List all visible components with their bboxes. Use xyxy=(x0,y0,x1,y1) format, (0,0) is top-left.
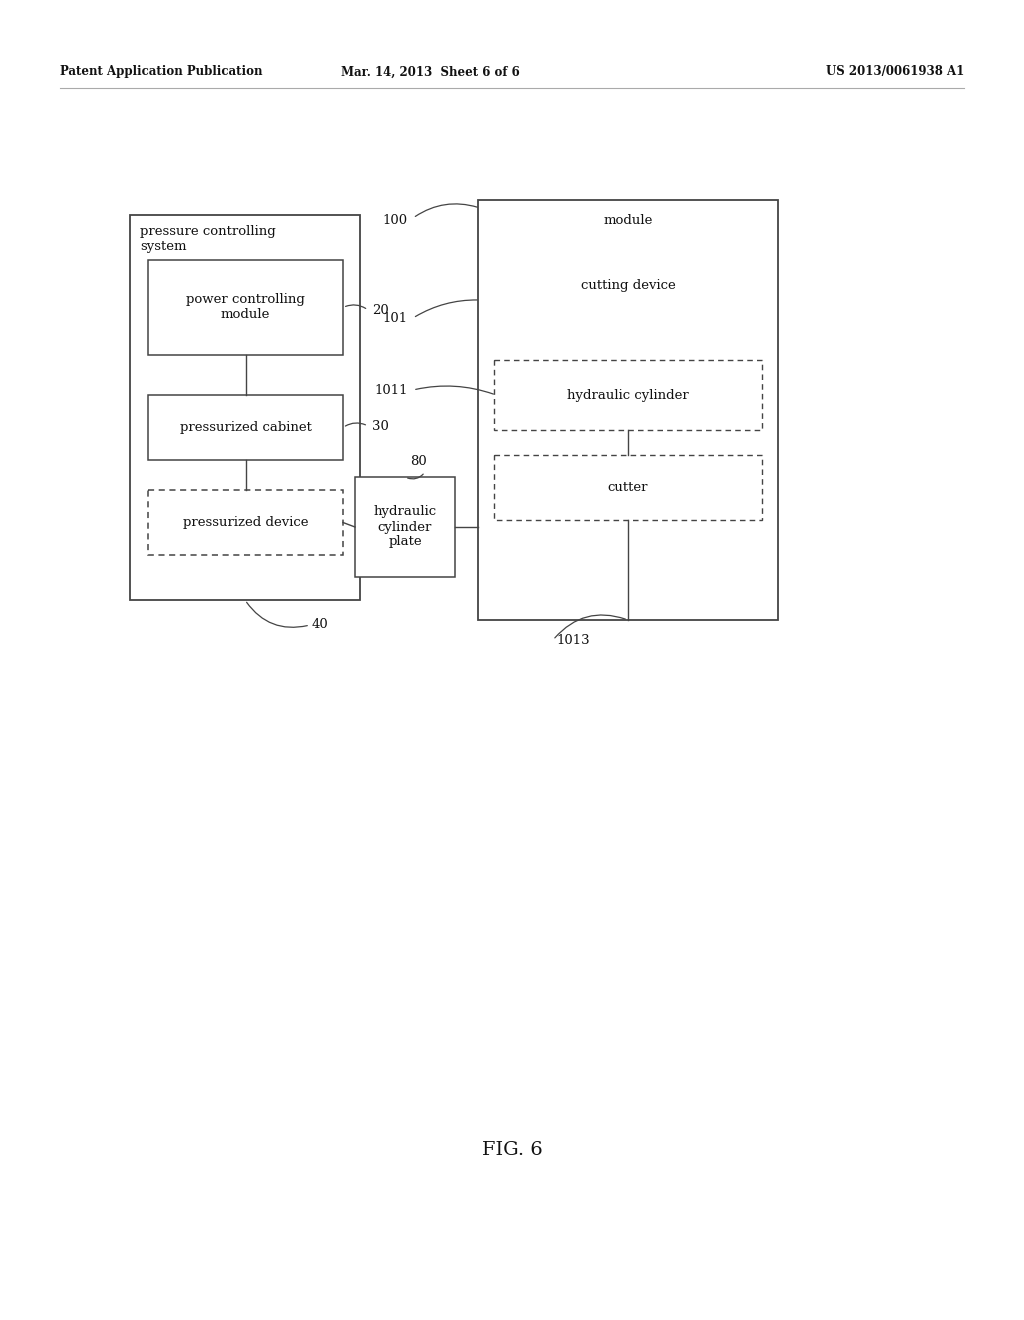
Text: 40: 40 xyxy=(312,619,329,631)
Text: 20: 20 xyxy=(372,304,389,317)
Text: 101: 101 xyxy=(383,312,408,325)
Text: hydraulic
cylinder
plate: hydraulic cylinder plate xyxy=(374,506,436,549)
Text: pressurized cabinet: pressurized cabinet xyxy=(179,421,311,434)
Text: 1011: 1011 xyxy=(375,384,408,396)
Text: Patent Application Publication: Patent Application Publication xyxy=(60,66,262,78)
Bar xyxy=(494,455,762,520)
Bar xyxy=(148,260,343,355)
Text: pressure controlling
system: pressure controlling system xyxy=(140,224,275,253)
Text: FIG. 6: FIG. 6 xyxy=(481,1140,543,1159)
Text: power controlling
module: power controlling module xyxy=(186,293,305,322)
Text: US 2013/0061938 A1: US 2013/0061938 A1 xyxy=(825,66,964,78)
Text: module: module xyxy=(603,214,652,227)
Text: 30: 30 xyxy=(372,420,389,433)
Bar xyxy=(494,360,762,430)
Bar xyxy=(130,215,360,601)
Text: 80: 80 xyxy=(410,455,427,469)
Text: cutter: cutter xyxy=(608,480,648,494)
Text: pressurized device: pressurized device xyxy=(182,516,308,529)
Bar xyxy=(355,477,455,577)
Bar xyxy=(478,201,778,620)
Text: hydraulic cylinder: hydraulic cylinder xyxy=(567,388,689,401)
Text: Mar. 14, 2013  Sheet 6 of 6: Mar. 14, 2013 Sheet 6 of 6 xyxy=(341,66,519,78)
Text: 100: 100 xyxy=(383,214,408,227)
Bar xyxy=(148,490,343,554)
Text: 1013: 1013 xyxy=(556,634,590,647)
Text: cutting device: cutting device xyxy=(581,279,676,292)
Bar xyxy=(148,395,343,459)
